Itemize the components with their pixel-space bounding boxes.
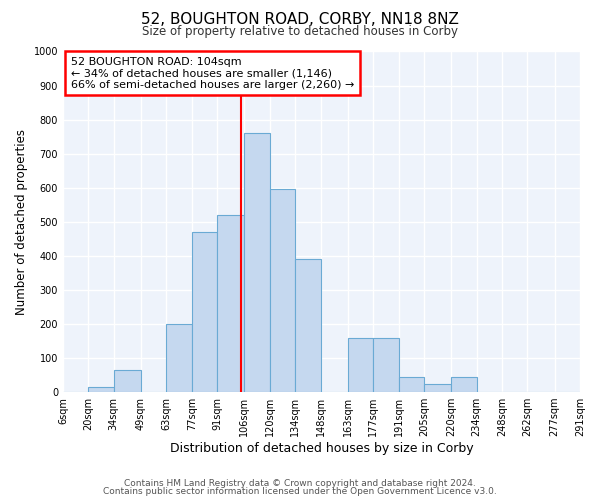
Bar <box>166 324 192 392</box>
Bar <box>451 377 476 392</box>
Bar <box>217 215 244 392</box>
Bar <box>114 370 141 392</box>
Bar <box>348 338 373 392</box>
Bar <box>398 377 424 392</box>
Bar <box>244 133 270 392</box>
Bar <box>192 232 217 392</box>
Bar <box>424 384 451 392</box>
Text: 52, BOUGHTON ROAD, CORBY, NN18 8NZ: 52, BOUGHTON ROAD, CORBY, NN18 8NZ <box>141 12 459 28</box>
Text: Contains public sector information licensed under the Open Government Licence v3: Contains public sector information licen… <box>103 488 497 496</box>
Text: Contains HM Land Registry data © Crown copyright and database right 2024.: Contains HM Land Registry data © Crown c… <box>124 478 476 488</box>
Bar <box>270 190 295 392</box>
X-axis label: Distribution of detached houses by size in Corby: Distribution of detached houses by size … <box>170 442 473 455</box>
Bar <box>295 260 320 392</box>
Bar <box>88 387 114 392</box>
Bar <box>373 338 398 392</box>
Y-axis label: Number of detached properties: Number of detached properties <box>15 129 28 315</box>
Text: Size of property relative to detached houses in Corby: Size of property relative to detached ho… <box>142 25 458 38</box>
Text: 52 BOUGHTON ROAD: 104sqm
← 34% of detached houses are smaller (1,146)
66% of sem: 52 BOUGHTON ROAD: 104sqm ← 34% of detach… <box>71 56 354 90</box>
